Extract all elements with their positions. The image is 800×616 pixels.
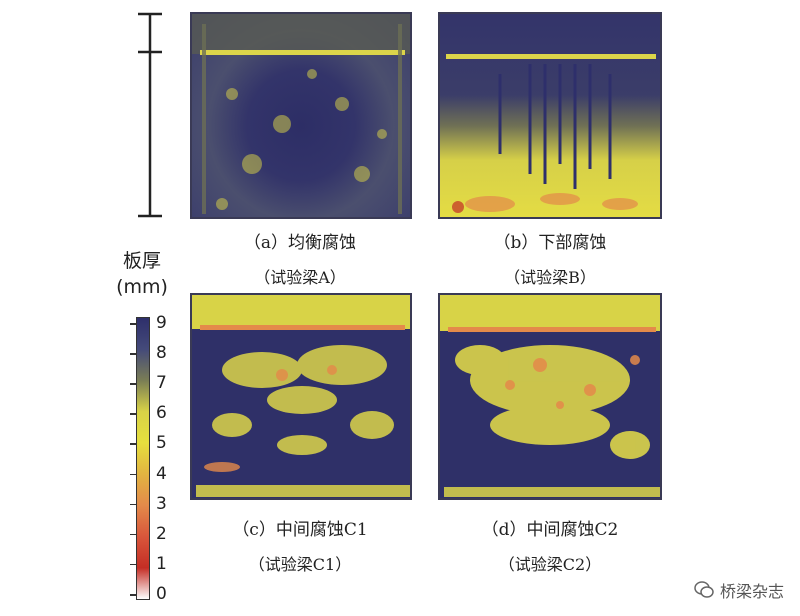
colorbar-tick-mark	[130, 563, 136, 566]
subcaption-b: （试验梁B）	[504, 268, 596, 287]
panel-b-streaks	[498, 64, 612, 189]
panel-c-map	[190, 293, 412, 500]
colorbar-tick-mark	[130, 353, 136, 355]
subcaption-c: （试验梁C1）	[248, 555, 352, 574]
colorbar-tick-2: 2	[156, 523, 167, 544]
panel-b-hotspots	[452, 193, 638, 213]
colorbar-tick-mark	[130, 473, 136, 476]
colorbar-tick-3: 3	[156, 493, 167, 514]
caption-b: （b）下部腐蚀	[493, 233, 607, 253]
colorbar-tick-mark	[130, 413, 136, 415]
colorbar-tick-9: 9	[156, 313, 167, 333]
colorbar-tick-mark	[130, 443, 136, 445]
wechat-icon	[694, 581, 714, 598]
colorbar-tick-7: 7	[156, 373, 167, 394]
colorbar-tick-mark	[130, 323, 136, 325]
caption-c: （c）中间腐蚀C1	[232, 520, 368, 540]
colorbar-tick-1: 1	[156, 553, 167, 574]
watermark: 桥梁杂志	[694, 578, 784, 602]
scale-bar	[138, 12, 162, 218]
subcaption-a: （试验梁A）	[254, 268, 346, 287]
colorbar-tick-mark	[130, 503, 136, 506]
panel-d-patches	[455, 345, 650, 459]
colorbar-tick-4: 4	[156, 463, 167, 484]
caption-a: （a）均衡腐蚀	[243, 233, 357, 253]
panel-c-patches	[212, 345, 394, 455]
legend-title: 板厚 (mm)	[112, 248, 172, 300]
colorbar-tick-6: 6	[156, 403, 167, 424]
panel-a-speckles	[216, 69, 387, 210]
panel-a-map	[190, 12, 412, 219]
panel-b-map	[438, 12, 662, 219]
colorbar-tick-8: 8	[156, 343, 167, 364]
watermark-text: 桥梁杂志	[719, 582, 784, 601]
legend-title-line1: 板厚	[122, 250, 161, 272]
colorbar-tick-mark	[130, 533, 136, 536]
colorbar-tick-0: 0	[156, 584, 167, 604]
subcaption-d: （试验梁C2）	[498, 555, 602, 574]
colorbar-tick-mark	[130, 383, 136, 385]
colorbar-tick-mark	[130, 594, 136, 596]
panel-d-map	[438, 293, 662, 500]
caption-d: （d）中间腐蚀C2	[481, 520, 619, 540]
colorbar-tick-5: 5	[156, 433, 167, 454]
thickness-colorbar	[136, 317, 150, 600]
legend-title-unit: (mm)	[116, 276, 168, 298]
